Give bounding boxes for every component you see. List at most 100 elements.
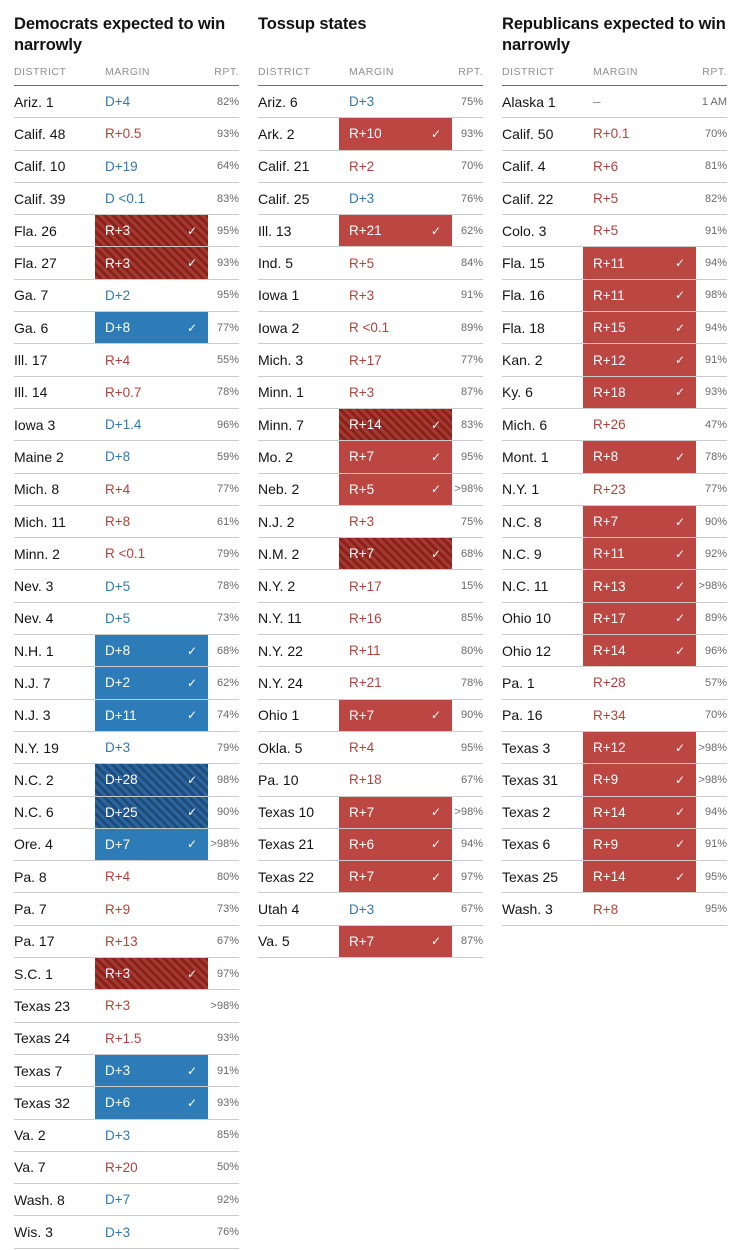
- rpt-value: >98%: [698, 773, 727, 786]
- district-label: N.J. 3: [14, 707, 51, 724]
- rpt-value: 93%: [704, 386, 727, 399]
- margin-value: D+28: [105, 772, 138, 788]
- check-icon: ✓: [430, 869, 441, 884]
- rpt-value: 91%: [460, 289, 483, 302]
- rpt-value: 95%: [460, 450, 483, 463]
- margin-cell: R+11 ✓: [583, 247, 696, 279]
- rpt-value: 90%: [460, 709, 483, 722]
- margin-cell: R+9 ✓: [583, 828, 696, 861]
- margin-value: D+5: [105, 610, 131, 626]
- rpt-value: 97%: [460, 870, 483, 883]
- margin-cell: R+18: [339, 764, 452, 795]
- rpt-value: >98%: [698, 741, 727, 754]
- margin-value: D+3: [105, 1063, 131, 1079]
- margin-value: R+5: [349, 481, 375, 497]
- rpt-value: 95%: [704, 903, 727, 916]
- margin-cell: R+8: [95, 506, 208, 537]
- rpt-value: 55%: [216, 354, 239, 367]
- rpt-value: 85%: [460, 612, 483, 625]
- district-label: Pa. 8: [14, 868, 47, 885]
- margin-value: R+15: [593, 320, 626, 336]
- district-label: Ga. 7: [14, 287, 49, 304]
- rpt-value: >98%: [210, 838, 239, 851]
- table-row: Nev. 4 D+5 73%: [14, 603, 239, 636]
- check-icon: ✓: [674, 869, 685, 884]
- rpt-value: 77%: [460, 354, 483, 367]
- margin-value: R <0.1: [349, 320, 390, 336]
- table-row: Ky. 6 R+18 ✓ 93%: [502, 376, 727, 409]
- district-label: N.C. 2: [14, 771, 54, 788]
- margin-value: D+1.4: [105, 417, 142, 433]
- margin-cell: R+3: [339, 506, 452, 537]
- rpt-value: 94%: [704, 257, 727, 270]
- district-label: Pa. 16: [502, 707, 543, 724]
- margin-cell: R+3: [339, 377, 452, 408]
- table-row: Ark. 2 R+10 ✓ 93%: [258, 118, 483, 151]
- table-header-row: DISTRICT MARGIN RPT.: [14, 66, 239, 86]
- margin-cell: R+7 ✓: [583, 505, 696, 538]
- margin-value: R+3: [349, 384, 375, 400]
- table-row: Iowa 1 R+3 91%: [258, 280, 483, 313]
- check-icon: ✓: [430, 837, 441, 852]
- district-label: Texas 2: [502, 804, 551, 821]
- margin-value: D+3: [105, 740, 131, 756]
- rpt-value: 90%: [704, 515, 727, 528]
- district-label: Minn. 1: [258, 384, 304, 401]
- margin-cell: D+28 ✓: [95, 764, 208, 796]
- district-label: Va. 5: [258, 933, 290, 950]
- rpt-value: 91%: [704, 224, 727, 237]
- margin-cell: R+14 ✓: [339, 408, 452, 441]
- margin-cell: D+3 ✓: [95, 1054, 208, 1087]
- margin-cell: R+7 ✓: [339, 796, 452, 828]
- table-row: Va. 7 R+20 50%: [14, 1152, 239, 1185]
- margin-value: R+17: [349, 352, 382, 368]
- district-label: Okla. 5: [258, 739, 303, 756]
- margin-cell: D+3: [339, 86, 452, 117]
- rpt-value: 1 AM: [701, 95, 727, 108]
- rpt-value: 91%: [704, 838, 727, 851]
- check-icon: ✓: [186, 708, 197, 723]
- margin-value: –: [593, 94, 601, 110]
- margin-value: R+21: [349, 223, 382, 239]
- district-label: N.Y. 19: [14, 739, 59, 756]
- table-row: Wis. 3 D+3 76%: [14, 1216, 239, 1249]
- check-icon: ✓: [674, 579, 685, 594]
- check-icon: ✓: [430, 934, 441, 949]
- check-icon: ✓: [674, 288, 685, 303]
- margin-cell: R+4: [95, 861, 208, 892]
- table-row: Wash. 3 R+8 95%: [502, 893, 727, 926]
- check-icon: ✓: [186, 1063, 197, 1078]
- margin-cell: R+7 ✓: [339, 538, 452, 570]
- table-row: Utah 4 D+3 67%: [258, 893, 483, 926]
- table-row: Pa. 17 R+13 67%: [14, 926, 239, 959]
- rpt-value: 68%: [216, 644, 239, 657]
- rpt-value: 79%: [216, 741, 239, 754]
- district-label: S.C. 1: [14, 965, 53, 982]
- rpt-value: 73%: [216, 612, 239, 625]
- margin-cell: R+11 ✓: [583, 279, 696, 312]
- margin-value: R+3: [105, 998, 131, 1014]
- district-label: N.J. 2: [258, 513, 295, 530]
- table-header-row: DISTRICT MARGIN RPT.: [258, 66, 483, 86]
- margin-cell: R+3 ✓: [95, 958, 208, 990]
- district-label: Ore. 4: [14, 836, 53, 853]
- district-label: Calif. 50: [502, 125, 554, 142]
- table-row: Fla. 26 R+3 ✓ 95%: [14, 215, 239, 248]
- rpt-value: 70%: [704, 127, 727, 140]
- margin-value: D+4: [105, 94, 131, 110]
- check-icon: ✓: [186, 966, 197, 981]
- rpt-value: 78%: [216, 386, 239, 399]
- district-label: N.C. 11: [502, 578, 549, 595]
- rpt-value: 94%: [460, 838, 483, 851]
- rpt-value: 98%: [216, 773, 239, 786]
- margin-value: R+26: [593, 417, 626, 433]
- table-row: N.M. 2 R+7 ✓ 68%: [258, 538, 483, 571]
- margin-value: D <0.1: [105, 191, 146, 207]
- margin-value: R+28: [593, 675, 626, 691]
- district-label: Kan. 2: [502, 352, 543, 369]
- margin-value: R+34: [593, 707, 626, 723]
- rpt-value: 59%: [216, 450, 239, 463]
- district-label: Ark. 2: [258, 125, 295, 142]
- margin-value: D+11: [105, 707, 137, 723]
- margin-cell: R+17 ✓: [583, 602, 696, 635]
